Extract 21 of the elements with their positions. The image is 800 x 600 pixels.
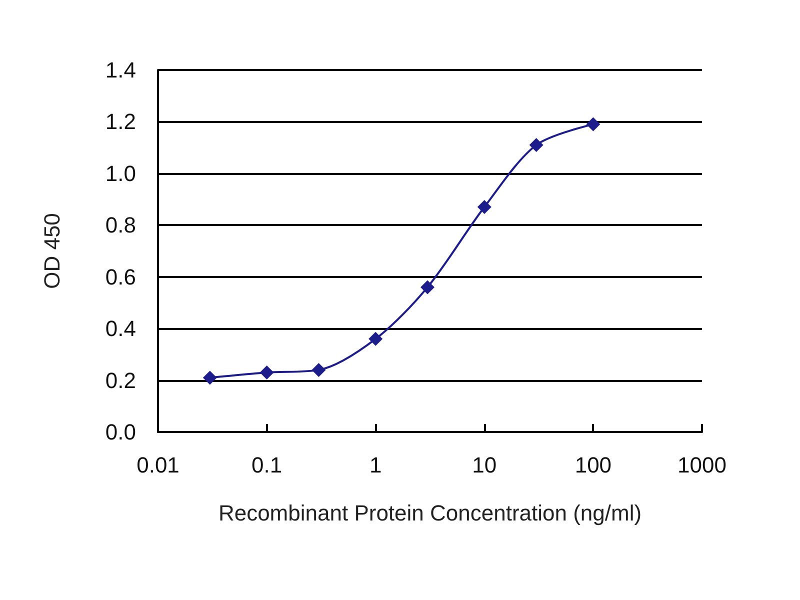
y-axis-title: OD 450 [40, 213, 64, 289]
y-tick-label: 1.2 [105, 109, 136, 134]
y-tick-label: 1.0 [105, 160, 136, 186]
y-tick-label: 1.4 [105, 58, 136, 82]
x-axis-title: Recombinant Protein Concentration (ng/ml) [218, 500, 642, 526]
x-tick-label: 1000 [678, 452, 726, 478]
y-tick-label: 0.2 [105, 368, 136, 393]
y-tick-label: 0.6 [105, 264, 136, 290]
y-tick-label: 0.4 [105, 316, 136, 342]
x-tick-label: 0.01 [136, 452, 180, 478]
y-tick-label: 0.8 [105, 212, 136, 238]
x-tick-label: 100 [574, 452, 612, 478]
x-tick-label: 10 [472, 452, 497, 478]
point [586, 117, 600, 132]
x-tick-label: 0.1 [252, 452, 282, 478]
point [420, 280, 435, 294]
point [312, 362, 326, 377]
y-tick-label: 0.0 [105, 420, 136, 444]
x-tick-label: 1 [369, 452, 382, 478]
point [477, 200, 492, 214]
point [202, 370, 217, 385]
